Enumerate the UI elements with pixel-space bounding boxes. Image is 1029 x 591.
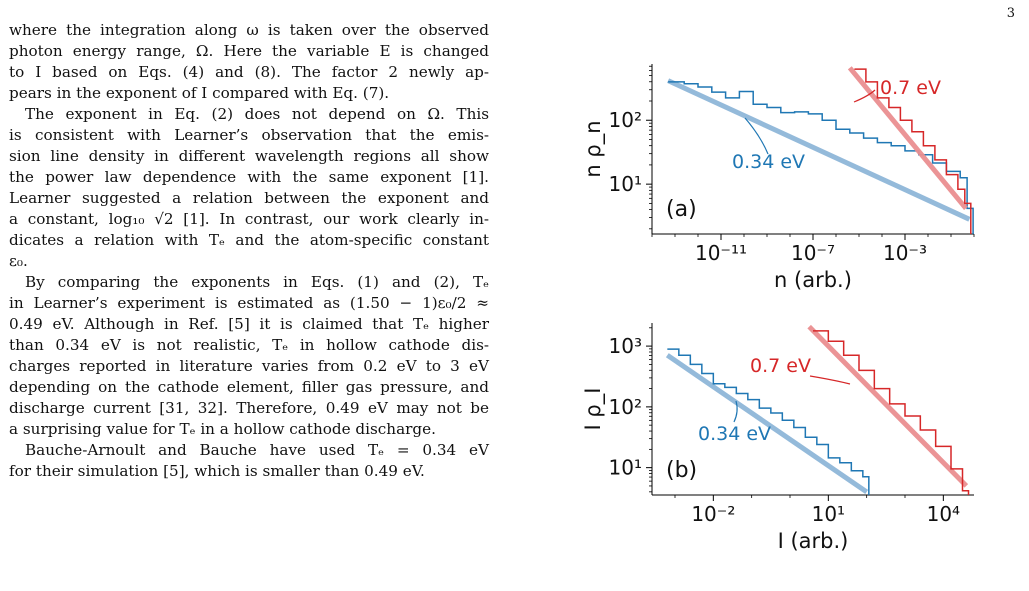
y-tick-label: 10¹ [609,172,642,196]
body-line: a surprising value for Tₑ in a hollow ca… [9,420,436,438]
x-tick-label: 10⁻⁷ [791,241,835,265]
body-line: pears in the exponent of I compared with… [9,84,390,102]
body-line: discharge current [31, 32]. Therefore, 0… [9,399,489,417]
body-line: to I based on Eqs. (4) and (8). The fact… [9,63,489,81]
body-line: Bauche-Arnoult and Bauche have used Tₑ =… [25,441,489,459]
series-annotation: 0.7 eV [880,77,941,99]
y-tick-label: 10² [609,395,642,419]
x-tick-label: 10¹ [812,502,845,526]
body-line: depending on the cathode element, filler… [9,378,489,396]
body-line: The exponent in Eq. (2) does not depend … [25,105,489,123]
x-tick-label: 10⁻¹¹ [695,241,747,265]
body-line: than 0.34 eV is not realistic, Tₑ in hol… [9,336,489,354]
body-line: By comparing the exponents in Eqs. (1) a… [25,273,489,291]
body-line: for their simulation [5], which is small… [9,462,425,480]
body-line: Learner suggested a relation between the… [9,189,489,207]
body-line: where the integration along ω is taken o… [9,21,489,39]
page-number: 3 [1006,6,1015,21]
fit-line [667,78,971,222]
panel-label: (b) [666,458,697,483]
fit-line [807,324,969,488]
y-tick-label: 10³ [609,334,642,358]
body-line: 0.49 eV. Although in Ref. [5] it is clai… [9,315,489,333]
x-axis-label: n (arb.) [774,268,852,292]
fit-line [665,353,869,495]
step-series [854,68,972,234]
body-line: sion line density in different wavelengt… [9,147,489,165]
annotation-arrow [809,375,851,385]
body-line: photon energy range, Ω. Here the variabl… [9,42,489,60]
annotation-arrow [744,117,769,155]
x-tick-label: 10⁻² [691,502,735,526]
step-series [668,81,974,234]
step-series [667,348,870,495]
annotation-arrow [733,400,738,423]
x-tick-label: 10⁻³ [883,241,927,265]
series-annotation: 0.34 eV [698,423,771,445]
figure: 10¹ 10² 10⁻¹¹ 10⁻⁷ 10⁻³ n (arb.) n ρ_n 0.34 eV 0… [540,50,1000,591]
body-text-column: where the integration along ω is taken o… [9,20,489,482]
x-tick-label: 10⁴ [927,502,960,526]
panel-label: (a) [666,197,697,222]
body-line: the power law dependence with the same e… [9,168,489,186]
body-line: charges reported in literature varies fr… [9,357,489,375]
y-tick-label: 10² [609,108,642,132]
body-line: in Learner’s experiment is estimated as … [9,294,489,312]
series-annotation: 0.7 eV [750,355,811,377]
y-tick-label: 10¹ [609,456,642,480]
figure-svg: 10¹ 10² 10⁻¹¹ 10⁻⁷ 10⁻³ n (arb.) n ρ_n 0.34 eV 0… [581,64,975,553]
body-line: dicates a relation with Tₑ and the atom-… [9,231,489,249]
body-line: is consistent with Learner’s observation… [9,126,489,144]
body-line: a constant, log₁₀ √2 [1]. In contrast, o… [9,210,489,228]
series-annotation: 0.34 eV [732,151,805,173]
step-series [813,330,970,495]
fit-line [847,66,968,211]
y-axis-label: n ρ_n [581,120,606,177]
x-axis-label: I (arb.) [778,529,849,553]
body-line: ε₀. [9,252,28,270]
annotation-arrow [853,89,876,103]
y-axis-label: I ρ_I [581,388,606,431]
